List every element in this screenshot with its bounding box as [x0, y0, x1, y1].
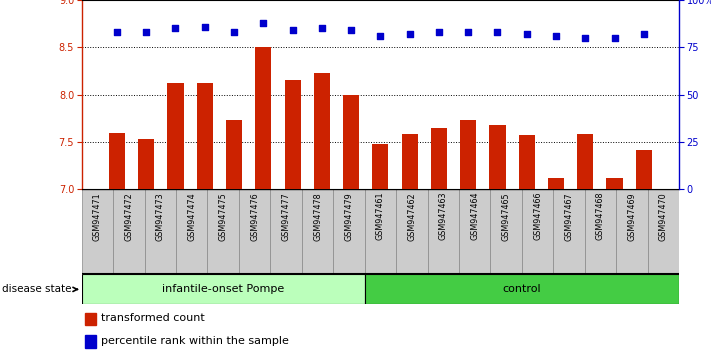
Text: GSM947475: GSM947475: [219, 192, 228, 241]
Bar: [365, 274, 679, 304]
Bar: [636, 150, 652, 189]
Text: infantile-onset Pompe: infantile-onset Pompe: [162, 284, 284, 295]
Bar: [270, 189, 301, 274]
Point: [141, 29, 152, 35]
Text: GSM947461: GSM947461: [376, 192, 385, 240]
Point: [228, 29, 240, 35]
Bar: [519, 136, 535, 189]
Text: GSM947476: GSM947476: [250, 192, 259, 241]
Bar: [113, 189, 144, 274]
Bar: [138, 139, 154, 189]
Text: GSM947465: GSM947465: [502, 192, 510, 241]
Text: GSM947462: GSM947462: [407, 192, 417, 241]
Text: GSM947479: GSM947479: [344, 192, 353, 241]
Point: [404, 31, 415, 37]
Point: [287, 28, 299, 33]
Bar: [284, 80, 301, 189]
Point: [316, 25, 328, 31]
Point: [638, 31, 649, 37]
Bar: [168, 83, 183, 189]
Bar: [239, 189, 270, 274]
Point: [375, 33, 386, 39]
Point: [199, 24, 210, 29]
Text: control: control: [503, 284, 541, 295]
Point: [579, 35, 591, 41]
Text: GSM947469: GSM947469: [627, 192, 636, 241]
Text: GSM947471: GSM947471: [93, 192, 102, 241]
Bar: [648, 189, 679, 274]
Bar: [176, 189, 208, 274]
Bar: [396, 189, 427, 274]
Text: disease state: disease state: [1, 284, 77, 295]
Bar: [365, 189, 396, 274]
Text: GSM947468: GSM947468: [596, 192, 605, 240]
Point: [609, 35, 620, 41]
Point: [170, 25, 181, 31]
Bar: [522, 189, 553, 274]
Bar: [333, 189, 365, 274]
Text: GSM947472: GSM947472: [124, 192, 134, 241]
Text: GSM947474: GSM947474: [187, 192, 196, 241]
Bar: [577, 135, 593, 189]
Bar: [489, 125, 506, 189]
Bar: [85, 335, 95, 348]
Bar: [82, 189, 113, 274]
Text: GSM947478: GSM947478: [313, 192, 322, 241]
Bar: [314, 73, 330, 189]
Point: [550, 33, 562, 39]
Bar: [226, 120, 242, 189]
Text: GSM947463: GSM947463: [439, 192, 448, 240]
Bar: [255, 47, 272, 189]
Text: percentile rank within the sample: percentile rank within the sample: [101, 336, 289, 346]
Point: [433, 29, 444, 35]
Bar: [208, 189, 239, 274]
Text: GSM947466: GSM947466: [533, 192, 542, 240]
Bar: [553, 189, 584, 274]
Bar: [459, 189, 491, 274]
Bar: [431, 128, 447, 189]
Text: GSM947464: GSM947464: [470, 192, 479, 240]
Bar: [373, 144, 388, 189]
Text: GSM947473: GSM947473: [156, 192, 165, 241]
Point: [346, 28, 357, 33]
Bar: [85, 313, 95, 325]
Bar: [301, 189, 333, 274]
Point: [112, 29, 123, 35]
Bar: [109, 133, 125, 189]
Bar: [491, 189, 522, 274]
Point: [521, 31, 533, 37]
Point: [257, 20, 269, 25]
Point: [492, 29, 503, 35]
Text: GSM947467: GSM947467: [565, 192, 574, 241]
Bar: [144, 189, 176, 274]
Point: [462, 29, 474, 35]
Text: transformed count: transformed count: [101, 313, 205, 323]
Bar: [584, 189, 616, 274]
Text: GSM947477: GSM947477: [282, 192, 291, 241]
Bar: [460, 120, 476, 189]
Bar: [197, 83, 213, 189]
Bar: [548, 178, 564, 189]
Bar: [343, 95, 359, 189]
Bar: [82, 274, 365, 304]
Bar: [606, 178, 623, 189]
Bar: [402, 135, 417, 189]
Text: GSM947470: GSM947470: [659, 192, 668, 241]
Bar: [427, 189, 459, 274]
Bar: [616, 189, 648, 274]
